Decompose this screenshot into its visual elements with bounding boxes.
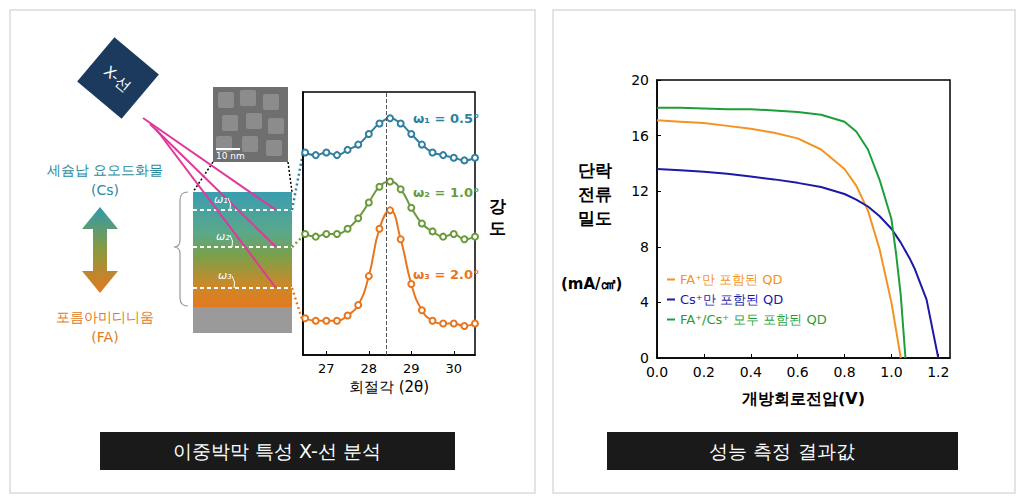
svg-text:12: 12 <box>631 183 649 199</box>
svg-text:개방회로전압(V): 개방회로전압(V) <box>742 389 865 408</box>
svg-text:이중박막 특성 X-선 분석: 이중박막 특성 X-선 분석 <box>173 440 381 462</box>
svg-text:ω₂: ω₂ <box>216 230 230 243</box>
svg-text:밀도: 밀도 <box>578 208 612 228</box>
svg-text:FA⁺만 포함된 QD: FA⁺만 포함된 QD <box>680 272 783 287</box>
svg-text:FA⁺/Cs⁺ 모두 포함된 QD: FA⁺/Cs⁺ 모두 포함된 QD <box>680 312 827 327</box>
svg-text:ω₁ = 0.5°: ω₁ = 0.5° <box>413 111 479 126</box>
svg-text:20: 20 <box>631 72 649 88</box>
svg-text:0: 0 <box>640 350 649 366</box>
svg-text:ω₁: ω₁ <box>214 193 228 206</box>
svg-text:(Cs): (Cs) <box>91 182 119 198</box>
svg-text:0.6: 0.6 <box>787 364 809 380</box>
svg-text:회절각 (2θ): 회절각 (2θ) <box>349 378 429 396</box>
svg-text:16: 16 <box>631 128 649 144</box>
svg-text:1.2: 1.2 <box>927 364 949 380</box>
svg-text:4: 4 <box>640 294 649 310</box>
svg-text:28: 28 <box>361 361 378 376</box>
svg-text:8: 8 <box>640 239 649 255</box>
svg-text:1.0: 1.0 <box>880 364 902 380</box>
svg-text:27: 27 <box>318 361 335 376</box>
svg-text:ω₂ = 1.0°: ω₂ = 1.0° <box>413 185 479 200</box>
svg-text:ω₃ = 2.0°: ω₃ = 2.0° <box>413 267 479 282</box>
svg-text:0.2: 0.2 <box>693 364 715 380</box>
svg-text:10 nm: 10 nm <box>216 151 245 161</box>
svg-text:(mA/㎠): (mA/㎠) <box>561 275 622 293</box>
svg-text:세슘납 요오드화물: 세슘납 요오드화물 <box>47 162 163 178</box>
svg-text:0.8: 0.8 <box>833 364 855 380</box>
svg-text:강: 강 <box>489 196 506 216</box>
svg-text:X-선: X-선 <box>100 62 135 95</box>
svg-text:ω₃: ω₃ <box>218 269 232 282</box>
svg-text:0.0: 0.0 <box>646 364 668 380</box>
svg-text:단락: 단락 <box>578 160 612 180</box>
svg-text:도: 도 <box>489 218 506 238</box>
svg-text:성능 측정 결과값: 성능 측정 결과값 <box>709 440 854 462</box>
svg-text:Cs⁺만 포함된 QD: Cs⁺만 포함된 QD <box>680 292 783 307</box>
svg-text:30: 30 <box>445 361 462 376</box>
svg-text:0.4: 0.4 <box>740 364 762 380</box>
svg-text:29: 29 <box>403 361 420 376</box>
svg-text:(FA): (FA) <box>91 329 118 345</box>
svg-text:포름아미디니움: 포름아미디니움 <box>56 309 154 325</box>
svg-text:전류: 전류 <box>578 184 612 204</box>
